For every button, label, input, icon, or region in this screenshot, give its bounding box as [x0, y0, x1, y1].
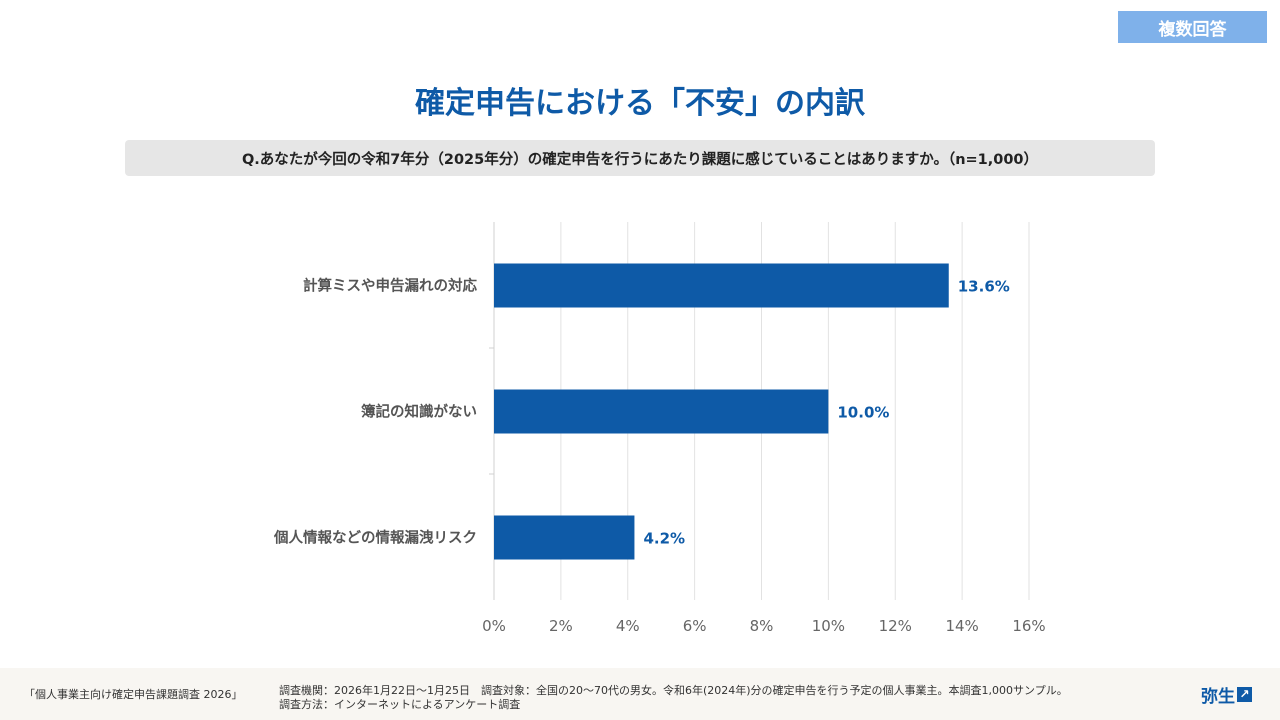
bar [494, 389, 829, 434]
x-tick-label: 14% [945, 617, 978, 635]
survey-name: 「個人事業主向け確定申告課題調査 2026」 [24, 688, 243, 701]
bar-chart: 0% 2% 4% 6% 8% 10% 12% 14% 16% 13.6% 計算ミスや申告漏れの対応 1… [273, 222, 1046, 635]
x-tick-label: 8% [750, 617, 774, 635]
data-label: 13.6% [958, 278, 1010, 296]
x-tick-label: 4% [616, 617, 640, 635]
data-label: 4.2% [643, 530, 685, 548]
bar [494, 515, 635, 560]
survey-method: 調査方法：インターネットによるアンケート調査 [279, 698, 521, 711]
x-tick-label: 0% [482, 617, 506, 635]
footer: 「個人事業主向け確定申告課題調査 2026」 調査機関：2026年1月22日～1… [0, 668, 1280, 720]
question-box: Q.あなたが今回の令和7年分（2025年分）の確定申告を行うにあたり課題に感じて… [125, 140, 1155, 176]
yayoi-logo: 弥生 ↗ [1201, 682, 1252, 707]
x-tick-label: 6% [683, 617, 707, 635]
category-label: 簿記の知識がない [361, 403, 477, 421]
category-label: 個人情報などの情報漏洩リスク [273, 529, 477, 547]
bar [494, 263, 949, 308]
x-tick-label: 10% [812, 617, 845, 635]
x-tick-label: 16% [1012, 617, 1045, 635]
category-label: 計算ミスや申告漏れの対応 [303, 277, 477, 295]
x-tick-label: 2% [549, 617, 573, 635]
logo-arrow-icon: ↗ [1237, 687, 1252, 702]
survey-details: 調査機関：2026年1月22日～1月25日 調査対象：全国の20～70代の男女。… [279, 684, 1068, 697]
multiple-answer-badge: 複数回答 [1118, 11, 1267, 43]
data-label: 10.0% [837, 404, 889, 422]
page-title: 確定申告における「不安」の内訳 [415, 86, 865, 121]
x-tick-label: 12% [879, 617, 912, 635]
logo-text: 弥生 [1201, 687, 1235, 707]
